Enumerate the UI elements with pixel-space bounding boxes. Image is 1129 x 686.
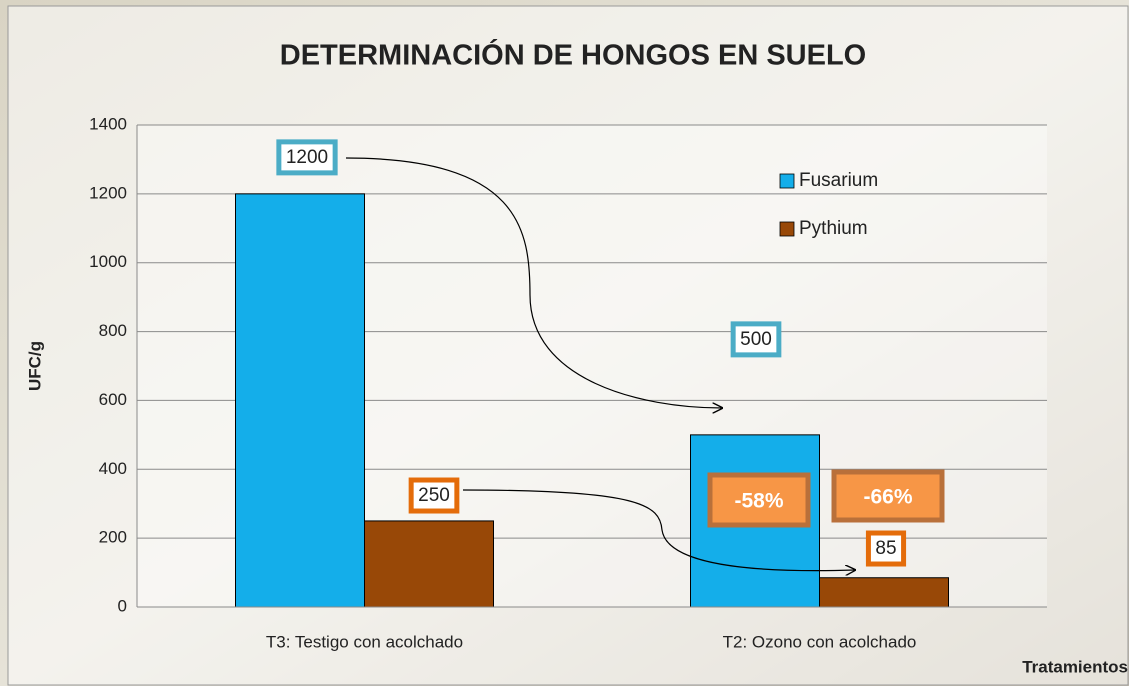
y-tick-label: 0: [118, 596, 127, 615]
legend-swatch: [780, 174, 794, 188]
y-tick-label: 200: [99, 528, 127, 547]
y-tick-label: 1200: [89, 183, 127, 202]
y-tick-label: 1000: [89, 252, 127, 271]
x-tick-label: T2: Ozono con acolchado: [723, 632, 917, 651]
x-axis-title: Tratamientos: [1022, 657, 1128, 676]
legend-label: Pythium: [799, 218, 868, 239]
data-label-text: 250: [418, 485, 450, 506]
data-label-text: 1200: [286, 147, 328, 168]
data-label: 1200: [279, 142, 335, 173]
y-tick-label: 400: [99, 459, 127, 478]
y-axis-title: UFC/g: [25, 341, 44, 391]
legend-swatch: [780, 222, 794, 236]
x-tick-label: T3: Testigo con acolchado: [266, 632, 463, 651]
data-label: 500: [733, 324, 779, 355]
chart-title: DETERMINACIÓN DE HONGOS EN SUELO: [280, 38, 867, 72]
data-label-text: 500: [740, 329, 772, 350]
y-tick-label: 800: [99, 321, 127, 340]
plot-area: 0 200 400 600 800 1000 1200 1400 T3: Testigo con…: [89, 114, 1047, 651]
data-label: 85: [868, 533, 903, 564]
legend-label: Fusarium: [799, 170, 878, 191]
data-label: 250: [411, 480, 457, 511]
bar: [365, 521, 494, 607]
annotation: -66%: [863, 486, 912, 509]
chart: DETERMINACIÓN DE HONGOS EN SUELO UFC/g T…: [0, 0, 1129, 686]
y-tick-label: 1400: [89, 114, 127, 133]
annotation: -58%: [734, 490, 783, 513]
bar: [236, 194, 365, 607]
y-tick-label: 600: [99, 390, 127, 409]
data-label-text: 85: [875, 538, 896, 559]
bar: [820, 578, 949, 607]
